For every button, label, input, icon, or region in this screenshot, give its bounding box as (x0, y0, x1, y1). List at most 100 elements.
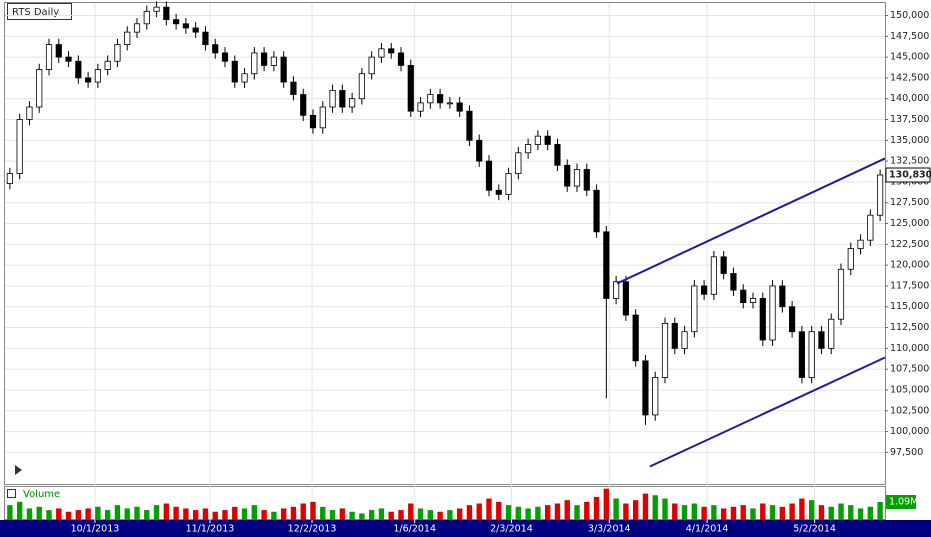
volume-bar (222, 510, 228, 520)
volume-bar (584, 501, 590, 520)
volume-bar (779, 506, 786, 520)
candle-body (329, 89, 336, 108)
candle-body (16, 119, 23, 174)
volume-bar (261, 510, 267, 520)
candle-body (114, 44, 121, 62)
volume-bar (329, 510, 336, 520)
candle-body (710, 256, 717, 295)
candle-body (485, 160, 493, 191)
volume-bar (662, 498, 668, 520)
candle-body (671, 322, 678, 349)
candle-body (45, 44, 53, 70)
volume-bar (808, 500, 815, 520)
volume-bar (427, 510, 434, 520)
volume-bar (114, 505, 121, 520)
candle-body (143, 10, 150, 25)
volume-bar (85, 508, 91, 520)
candle-body (309, 114, 317, 129)
candle-body (300, 94, 307, 116)
volume-bar (212, 511, 218, 520)
y-tick-label: 102,500 (890, 405, 929, 416)
candle-body (437, 94, 444, 104)
x-tick-label: 11/1/2013 (186, 524, 235, 535)
y-tick-label: 140,000 (890, 93, 929, 104)
x-tick-label: 3/3/2014 (588, 524, 631, 535)
volume-bar (349, 511, 355, 520)
candle-body (554, 144, 561, 166)
y-tick-label: 132,500 (890, 156, 929, 167)
volume-bar (515, 506, 522, 520)
scroll-icon (15, 465, 22, 475)
candle-body (280, 56, 287, 83)
candle-body (270, 56, 277, 66)
volume-bar (603, 488, 610, 520)
candle-body (65, 56, 72, 62)
candle-body (358, 73, 365, 100)
candle-body (368, 56, 375, 75)
candle-body (701, 285, 708, 295)
last-volume-label: 1.09M (889, 497, 918, 508)
volume-bar (310, 501, 316, 520)
candle-body (730, 273, 737, 291)
volume-bar (144, 510, 150, 520)
candle-body (613, 281, 620, 299)
candle-body (564, 164, 571, 187)
y-tick-label: 105,000 (890, 384, 929, 395)
volume-bar (799, 498, 805, 520)
y-tick-label: 97,500 (890, 447, 923, 458)
volume-bar (818, 505, 825, 520)
volume-bar (720, 508, 727, 520)
x-tick-label: 12/2/2013 (288, 524, 337, 535)
candle-body (261, 52, 268, 66)
candle-body (769, 285, 776, 341)
volume-bar (789, 503, 795, 520)
candle-body (221, 52, 229, 62)
candle-body (661, 322, 669, 378)
volume-bar (554, 503, 561, 520)
x-tick-label: 10/1/2013 (71, 524, 120, 535)
x-tick-label: 5/2/2014 (793, 524, 836, 535)
candle-body (837, 268, 845, 320)
volume-bar (202, 508, 209, 520)
candle-body (525, 144, 532, 154)
volume-bar (760, 503, 766, 520)
candle-body (789, 306, 796, 333)
volume-bar (320, 506, 326, 520)
y-tick-label: 122,500 (890, 239, 929, 250)
candle-body (720, 256, 727, 274)
candle-body (877, 174, 884, 216)
volume-bar (46, 510, 52, 520)
volume-bar (466, 505, 473, 520)
candle-body (818, 331, 825, 349)
volume-bar (163, 503, 170, 520)
volume-bar (496, 501, 502, 520)
volume-bar (730, 506, 737, 520)
candle-body (231, 60, 238, 83)
price-panel (4, 2, 886, 485)
candle-body (857, 239, 864, 249)
candle-body (319, 106, 326, 129)
candle-body (749, 298, 757, 303)
volume-bar (632, 500, 639, 520)
volume-bar (623, 503, 629, 520)
volume-bar (877, 502, 883, 520)
y-tick-label: 145,000 (890, 52, 929, 63)
y-tick-label: 127,500 (890, 197, 929, 208)
candle-body (534, 135, 541, 145)
candle-body (476, 139, 483, 162)
candle-body (798, 331, 805, 378)
candle-body (212, 44, 219, 54)
candle-body (85, 77, 92, 83)
volume-bar (56, 508, 62, 520)
volume-bar (535, 506, 541, 520)
volume-bar (241, 508, 248, 520)
volume-toggle[interactable] (7, 489, 16, 498)
volume-bar (701, 506, 707, 520)
volume-bar (867, 506, 874, 520)
candle-body (378, 48, 385, 58)
candle-body (456, 102, 463, 112)
volume-bar (408, 503, 414, 520)
volume-bar (183, 508, 189, 520)
volume-bar (36, 506, 42, 520)
